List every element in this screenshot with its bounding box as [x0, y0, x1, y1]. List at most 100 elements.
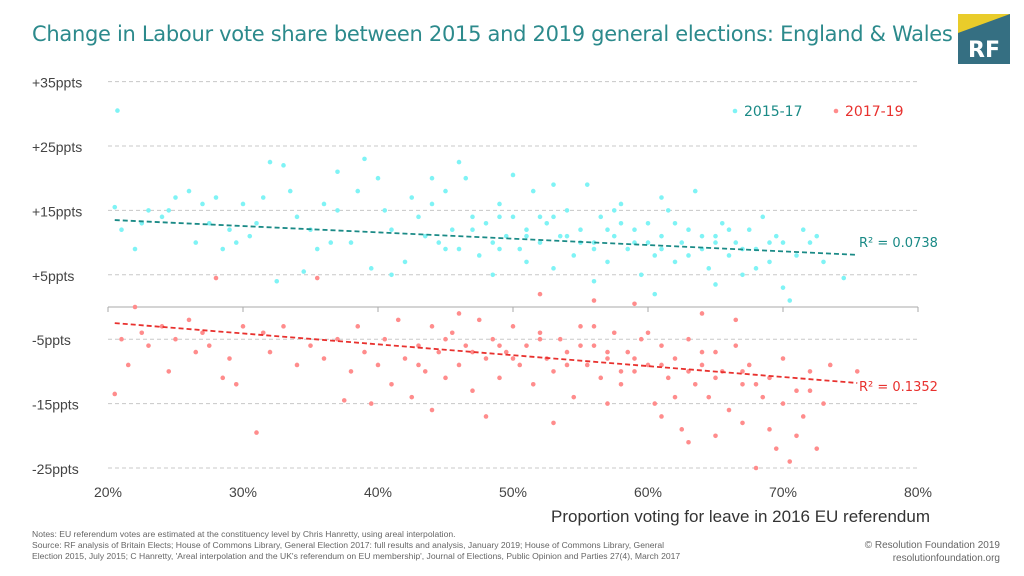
data-point-2017-19	[443, 336, 448, 342]
data-point-2015-17	[591, 246, 597, 252]
data-point-2015-17	[773, 233, 779, 239]
data-point-2015-17	[429, 201, 435, 207]
data-point-2017-19	[119, 336, 124, 342]
data-point-2015-17	[584, 182, 590, 187]
data-point-2015-17	[753, 266, 759, 271]
copyright: © Resolution Foundation 2019	[864, 540, 1000, 551]
data-point-2017-19	[281, 324, 286, 329]
data-point-2015-17	[470, 227, 475, 233]
data-point-2017-19	[686, 439, 691, 445]
data-point-2017-19	[659, 362, 664, 368]
data-point-2017-19	[402, 356, 408, 361]
data-point-2015-17	[490, 240, 496, 245]
data-point-2015-17	[267, 159, 273, 165]
data-point-2015-17	[524, 259, 529, 265]
data-point-2015-17	[767, 240, 772, 245]
data-point-2017-19	[436, 349, 442, 355]
data-point-2015-17	[287, 188, 293, 194]
data-point-2015-17	[362, 156, 367, 162]
data-point-2017-19	[571, 394, 577, 400]
data-point-2017-19	[355, 324, 361, 329]
data-point-2017-19	[517, 362, 523, 368]
data-point-2017-19	[483, 356, 489, 361]
data-point-2017-19	[679, 427, 685, 432]
data-point-2015-17	[605, 227, 610, 233]
logo-text: RF	[968, 38, 1000, 63]
data-point-2015-17	[564, 233, 570, 239]
data-point-2017-19	[267, 349, 273, 355]
data-point-2015-17	[335, 208, 340, 213]
data-point-2017-19	[794, 388, 799, 394]
data-point-2017-19	[713, 375, 718, 381]
legend-marker	[732, 108, 738, 114]
data-point-2015-17	[254, 220, 259, 226]
data-point-2017-19	[429, 407, 435, 413]
data-point-2015-17	[429, 175, 435, 181]
data-point-2015-17	[497, 246, 502, 252]
data-point-2017-19	[395, 317, 401, 323]
data-point-2017-19	[173, 336, 178, 342]
data-point-2015-17	[449, 227, 455, 233]
data-point-2017-19	[429, 324, 435, 329]
data-point-2017-19	[760, 394, 766, 400]
data-point-2017-19	[200, 330, 205, 336]
data-point-2015-17	[274, 278, 280, 284]
data-point-2015-17	[692, 188, 698, 194]
data-point-2017-19	[537, 336, 543, 342]
data-point-2017-19	[672, 394, 678, 400]
data-point-2017-19	[456, 311, 462, 316]
data-point-2017-19	[483, 414, 489, 419]
data-point-2017-19	[618, 381, 624, 387]
data-point-2015-17	[348, 240, 354, 245]
data-point-2015-17	[335, 169, 340, 175]
y-tick-label: +5ppts	[32, 268, 74, 284]
data-point-2015-17	[416, 214, 421, 220]
data-point-2017-19	[449, 330, 455, 336]
data-point-2015-17	[510, 172, 516, 178]
data-point-2017-19	[787, 459, 793, 464]
data-point-2017-19	[490, 336, 496, 342]
data-point-2017-19	[537, 330, 543, 336]
data-point-2015-17	[321, 201, 327, 207]
data-point-2017-19	[139, 330, 145, 336]
data-point-2017-19	[713, 349, 718, 355]
data-point-2015-17	[652, 253, 658, 258]
data-point-2015-17	[119, 227, 124, 233]
data-point-2015-17	[780, 285, 786, 290]
data-point-2017-19	[146, 343, 151, 348]
logo-triangle	[958, 14, 1010, 33]
data-point-2015-17	[618, 201, 624, 207]
data-point-2015-17	[530, 188, 536, 194]
data-point-2017-19	[341, 398, 347, 403]
data-point-2017-19	[503, 349, 509, 355]
data-point-2017-19	[456, 362, 462, 368]
data-point-2017-19	[166, 369, 172, 374]
data-point-2015-17	[490, 272, 496, 278]
data-point-2017-19	[794, 433, 799, 439]
data-point-2017-19	[740, 381, 745, 387]
data-point-2015-17	[686, 227, 691, 233]
data-point-2015-17	[389, 272, 394, 278]
data-point-2017-19	[733, 317, 739, 323]
data-point-2017-19	[551, 369, 556, 374]
data-point-2017-19	[368, 401, 374, 406]
x-tick-label: 20%	[94, 484, 122, 500]
data-point-2017-19	[510, 324, 516, 329]
data-point-2015-17	[625, 246, 631, 252]
data-point-2015-17	[760, 214, 766, 220]
data-point-2017-19	[551, 420, 556, 426]
data-point-2017-19	[591, 324, 597, 329]
legend-label: 2017-19	[845, 104, 904, 120]
data-point-2017-19	[470, 349, 475, 355]
data-point-2015-17	[740, 272, 745, 278]
x-tick-label: 30%	[229, 484, 257, 500]
data-point-2015-17	[436, 240, 442, 245]
data-point-2017-19	[854, 369, 860, 374]
data-point-2017-19	[112, 391, 118, 397]
x-tick-label: 70%	[769, 484, 797, 500]
data-point-2015-17	[503, 233, 509, 239]
trendline-2015-17	[114, 219, 858, 256]
data-point-2017-19	[409, 394, 415, 400]
data-point-2017-19	[740, 369, 745, 374]
data-point-2015-17	[638, 272, 644, 278]
